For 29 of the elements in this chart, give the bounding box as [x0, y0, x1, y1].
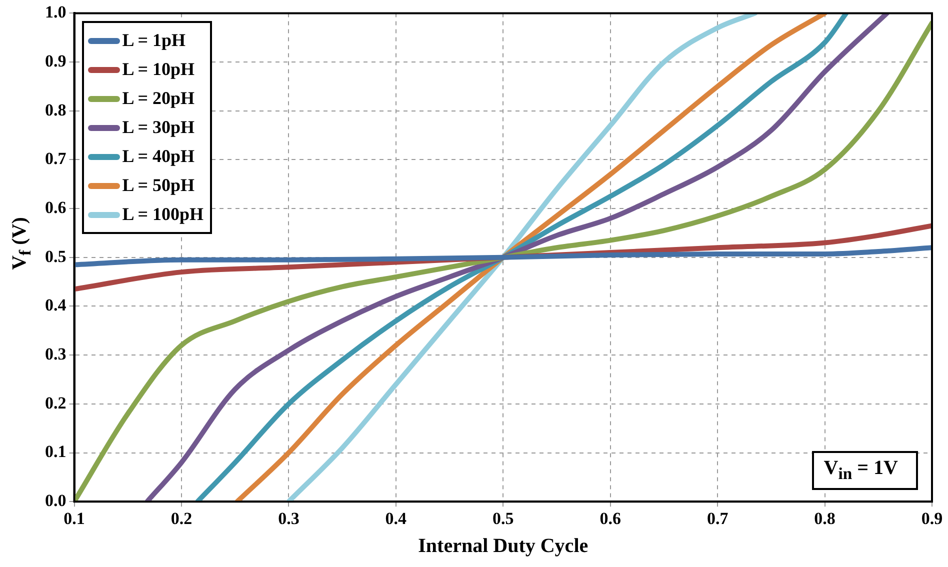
x-tick-label: 0.3	[278, 509, 300, 528]
legend-label: L = 10pH	[122, 58, 195, 82]
y-tick-label: 1.0	[45, 2, 66, 22]
y-tick-label: 0.8	[45, 100, 66, 120]
x-tick-label: 0.2	[170, 509, 192, 528]
y-tick-label: 0.4	[45, 296, 67, 315]
annotation: V$_{in}$ = 1V	[812, 450, 918, 490]
x-tick-label: 0.1	[64, 509, 85, 528]
legend-label: L = 100pH	[122, 203, 204, 226]
y-tick-label: 0.3	[45, 344, 66, 364]
x-tick-label: 0.8	[814, 509, 836, 528]
legend-label: L = 20pH	[122, 87, 195, 110]
y-tick-label: 0.6	[45, 198, 66, 217]
legend-label: L = 50pH	[122, 174, 195, 198]
x-tick-label: 0.4	[385, 509, 408, 528]
legend-label: L = 40pH	[122, 145, 195, 168]
y-tick-label: 0.1	[45, 442, 66, 462]
y-tick-label: 0.9	[45, 51, 66, 70]
legend-label: L = 1pH	[122, 29, 186, 52]
y-tick-label: 0.7	[45, 149, 67, 168]
x-tick-label: 0.6	[600, 509, 621, 528]
y-tick-label: 0.0	[45, 490, 66, 510]
x-axis-title: Internal Duty Cycle	[418, 535, 588, 558]
x-tick-label: 0.5	[492, 509, 514, 528]
y-tick-label: 0.5	[45, 246, 66, 266]
x-tick-label: 0.7	[706, 509, 729, 528]
x-tick-label: 0.9	[921, 509, 943, 528]
legend-label: L = 30pH	[122, 116, 195, 140]
y-tick-label: 0.2	[45, 393, 66, 412]
